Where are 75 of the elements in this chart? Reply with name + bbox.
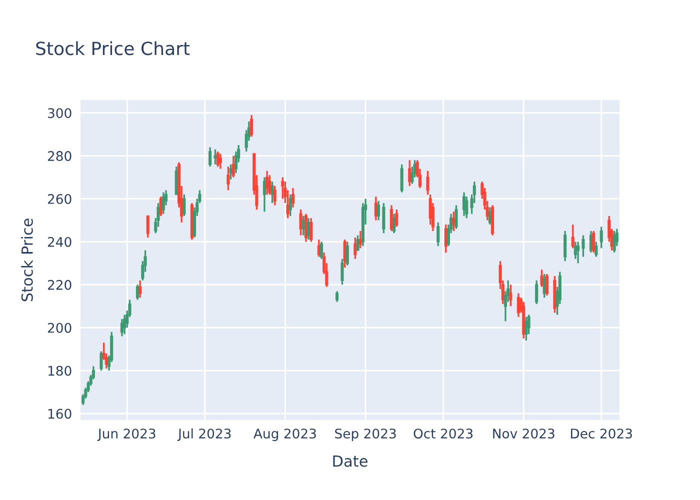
candlestick (320, 240, 324, 260)
candlestick (408, 159, 412, 187)
candlestick (214, 148, 217, 166)
y-axis-title: Stock Price (21, 218, 33, 302)
candlestick (535, 280, 538, 305)
candlestick (465, 196, 468, 219)
candlestick (232, 155, 235, 178)
x-axis-title: Date (333, 455, 368, 467)
candlestick (392, 212, 396, 234)
candlestick (336, 290, 339, 303)
candlestick (182, 194, 186, 217)
candlestick (299, 208, 302, 236)
candlestick (340, 258, 344, 286)
x-tick-label: Nov 2023 (493, 428, 554, 439)
candlestick (138, 280, 142, 298)
x-tick-label: Jul 2023 (177, 428, 231, 441)
candlestick (594, 240, 598, 258)
candlestick (120, 318, 124, 338)
candlestick (159, 196, 162, 217)
candlestick (400, 164, 404, 194)
candlestick (226, 166, 230, 192)
candlestick (310, 217, 313, 243)
candlestick (346, 240, 349, 266)
y-tick-label: 220 (48, 280, 72, 290)
y-tick-label: 260 (48, 194, 72, 204)
candlestick (146, 215, 150, 238)
candlestick (208, 146, 212, 168)
candlestick (262, 176, 266, 213)
candlestick (462, 192, 466, 217)
candlestick (524, 316, 528, 342)
candlestick (288, 194, 292, 217)
candlestick (574, 240, 577, 260)
candlestick (216, 150, 220, 168)
candlestick (268, 174, 272, 196)
candlestick (592, 230, 596, 254)
candlestick (250, 114, 254, 138)
candlestick (123, 314, 126, 335)
candlestick (564, 230, 567, 262)
candlestick (229, 164, 232, 180)
candlestick (571, 224, 574, 250)
candlestick (600, 226, 603, 250)
y-tick-label: 180 (48, 366, 72, 376)
y-tick-label: 240 (48, 236, 72, 247)
candlestick (376, 200, 380, 222)
y-tick-label: 200 (48, 322, 72, 333)
candlestick (218, 152, 222, 170)
x-tick-label: Sep 2023 (335, 428, 396, 442)
x-tick-label: Oct 2023 (414, 428, 473, 439)
candlestick (395, 208, 398, 228)
y-tick-label: 300 (48, 108, 72, 118)
candlestick (509, 284, 512, 308)
y-tick-label: 160 (48, 408, 72, 419)
candlestick (454, 204, 458, 230)
candlestick (582, 234, 585, 258)
x-tick-label: Aug 2023 (254, 428, 316, 442)
candlestick (540, 268, 544, 288)
candlestick (291, 187, 295, 208)
candlestick (273, 185, 276, 206)
candlestick (612, 230, 616, 254)
candlestick (382, 202, 386, 234)
candlestick (270, 180, 274, 204)
candlestick (356, 234, 360, 252)
x-tick-label: Dec 2023 (571, 428, 632, 439)
candlestick (358, 230, 362, 250)
candlestick (426, 170, 430, 196)
y-tick-label: 280 (48, 151, 72, 162)
chart-title: Stock Price Chart (36, 41, 190, 56)
candlestick (281, 176, 284, 200)
candlestick (436, 222, 440, 247)
candlestick (100, 350, 103, 372)
candlestick (162, 192, 165, 215)
x-tick-label: Jun 2023 (97, 428, 156, 441)
candlestick (390, 204, 393, 232)
candlestick (545, 273, 548, 296)
candlestick (576, 240, 580, 264)
